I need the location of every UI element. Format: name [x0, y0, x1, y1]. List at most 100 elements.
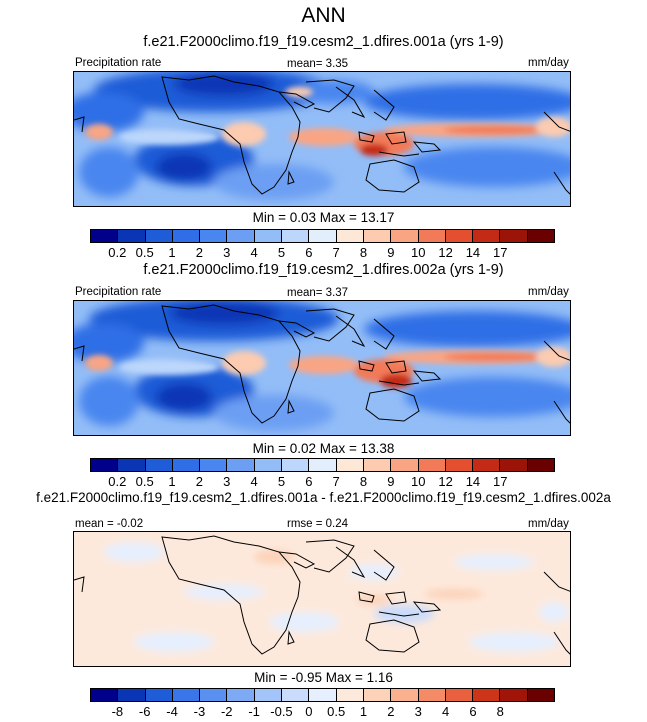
colorbar-swatch	[254, 230, 283, 242]
colorbar-swatch	[91, 230, 119, 242]
colorbar-tick-label: 8	[359, 474, 368, 489]
colorbar-swatch	[527, 689, 555, 701]
colorbar-swatch	[200, 689, 228, 701]
colorbar-swatch	[445, 689, 474, 701]
panel2-colorbar	[90, 458, 555, 472]
colorbar-swatch	[282, 230, 310, 242]
figure-title: ANN	[301, 4, 346, 27]
panel1-variable-label: Precipitation rate	[75, 57, 162, 69]
colorbar-tick-label: 0	[305, 704, 313, 719]
colorbar-swatch	[418, 230, 446, 242]
colorbar-tick-label: 10	[411, 245, 426, 260]
colorbar-swatch	[473, 459, 501, 471]
colorbar-swatch	[527, 459, 555, 471]
colorbar-tick-label: 0.5	[135, 245, 154, 260]
colorbar-tick-label: -2	[220, 704, 233, 719]
panel3-colorbar-ticks: -8 -6 -4 -3 -2 -1 -0.5 0 0.5 1 2 3 4 6 8	[90, 704, 555, 720]
colorbar-swatch	[200, 459, 228, 471]
colorbar-tick-label: 2	[195, 474, 204, 489]
panel2-coastlines	[74, 304, 570, 424]
panel2-precip-map	[73, 300, 571, 436]
panel2-min-max: Min = 0.02 Max = 13.38	[252, 441, 395, 456]
colorbar-tick-label: 3	[223, 474, 231, 489]
colorbar-tick-label: 9	[387, 474, 395, 489]
colorbar-tick-label: 12	[438, 245, 453, 260]
colorbar-swatch	[282, 689, 310, 701]
panel2-units-label: mm/day	[528, 286, 569, 298]
panel3-difference-map	[73, 531, 571, 667]
colorbar-swatch	[254, 459, 283, 471]
colorbar-swatch	[418, 459, 446, 471]
colorbar-swatch	[336, 459, 364, 471]
colorbar-swatch	[363, 230, 392, 242]
colorbar-swatch	[227, 230, 255, 242]
colorbar-tick-label: 9	[387, 245, 395, 260]
panel1-mean-label: mean= 3.35	[287, 58, 349, 70]
colorbar-swatch	[118, 230, 146, 242]
panel3-title: f.e21.F2000climo.f19_f19.cesm2_1.dfires.…	[36, 490, 611, 505]
colorbar-tick-label: 2	[387, 704, 395, 719]
colorbar-tick-label: 14	[465, 245, 481, 260]
colorbar-swatch	[391, 230, 419, 242]
panel2-mean-label: mean= 3.37	[287, 287, 349, 299]
colorbar-swatch	[445, 459, 474, 471]
colorbar-tick-label: 12	[438, 474, 453, 489]
colorbar-swatch	[363, 689, 392, 701]
panel3-units-label: mm/day	[528, 518, 569, 530]
panel2-variable-label: Precipitation rate	[75, 286, 162, 298]
panel1-precip-map	[73, 71, 571, 207]
colorbar-swatch	[254, 689, 283, 701]
colorbar-tick-label: -8	[111, 704, 124, 719]
colorbar-tick-label: 7	[332, 245, 340, 260]
colorbar-tick-label: 0.5	[135, 474, 154, 489]
panel1-title: f.e21.F2000climo.f19_f19.cesm2_1.dfires.…	[143, 34, 504, 50]
colorbar-swatch	[172, 230, 201, 242]
colorbar-tick-label: 6	[305, 474, 313, 489]
panel3-mean-label: mean = -0.02	[75, 518, 144, 530]
colorbar-swatch	[473, 230, 501, 242]
colorbar-swatch	[145, 230, 173, 242]
colorbar-tick-label: 2	[195, 245, 204, 260]
colorbar-swatch	[363, 459, 392, 471]
colorbar-tick-label: 4	[441, 704, 450, 719]
colorbar-swatch	[91, 689, 119, 701]
panel3-rmse-label: rmse = 0.24	[287, 518, 349, 530]
colorbar-tick-label: 10	[411, 474, 426, 489]
colorbar-tick-label: -6	[138, 704, 151, 719]
colorbar-tick-label: 0.5	[327, 704, 346, 719]
panel3-min-max: Min = -0.95 Max = 1.16	[254, 670, 393, 685]
colorbar-swatch	[445, 230, 474, 242]
panel3-colorbar	[90, 688, 555, 702]
colorbar-swatch	[418, 689, 446, 701]
colorbar-swatch	[527, 230, 555, 242]
panel1-wet-band	[85, 87, 570, 156]
colorbar-swatch	[391, 459, 419, 471]
panel1-units-label: mm/day	[528, 57, 569, 69]
colorbar-tick-label: 1	[359, 704, 368, 719]
colorbar-tick-label: 5	[277, 245, 286, 260]
colorbar-swatch	[282, 459, 310, 471]
colorbar-swatch	[500, 230, 528, 242]
colorbar-tick-label: 4	[250, 245, 258, 260]
panel1-colorbar-ticks: 0.2 0.5 1 2 3 4 5 6 7 8 9 10 12 14 17	[90, 245, 555, 261]
colorbar-swatch	[227, 689, 255, 701]
colorbar-swatch	[473, 689, 501, 701]
colorbar-swatch	[227, 459, 255, 471]
panel1-colorbar	[90, 229, 555, 243]
colorbar-swatch	[145, 689, 173, 701]
colorbar-swatch	[309, 459, 337, 471]
colorbar-swatch	[391, 689, 419, 701]
colorbar-swatch	[118, 459, 146, 471]
colorbar-tick-label: 7	[332, 474, 340, 489]
colorbar-tick-label: -4	[166, 704, 178, 719]
colorbar-swatch	[172, 459, 201, 471]
colorbar-tick-label: 3	[223, 245, 231, 260]
colorbar-swatch	[336, 689, 364, 701]
colorbar-tick-label: -0.5	[270, 704, 293, 719]
colorbar-swatch	[118, 689, 146, 701]
colorbar-tick-label: 5	[277, 474, 286, 489]
colorbar-swatch	[309, 689, 337, 701]
colorbar-tick-label: 1	[168, 474, 176, 489]
colorbar-tick-label: 4	[250, 474, 258, 489]
panel2-field-blobs	[74, 301, 570, 431]
